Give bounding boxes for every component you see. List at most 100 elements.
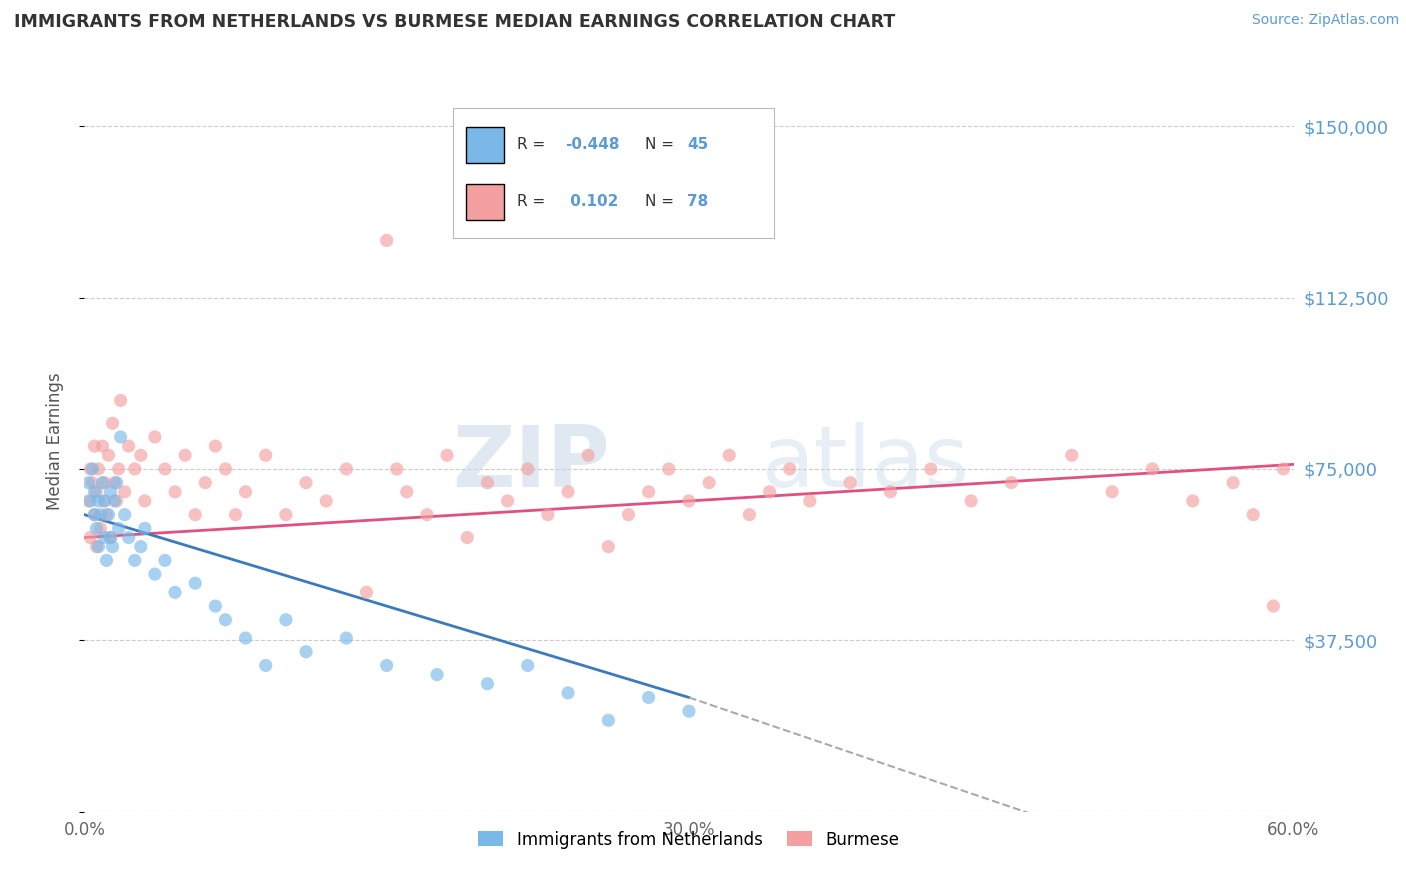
Point [598,540,620,554]
Point [143,567,166,582]
Point [879,484,901,499]
Point [537,508,560,522]
Point [235,631,257,645]
Point [86,521,108,535]
Point [274,508,297,522]
Legend: Immigrants from Netherlands, Burmese: Immigrants from Netherlands, Burmese [471,824,907,855]
Point [134,521,156,535]
Point [77,475,100,490]
Point [1000,475,1022,490]
Point [107,462,129,476]
Point [184,508,207,522]
Point [225,508,247,522]
Point [93,494,115,508]
Point [79,494,101,508]
Point [678,494,700,508]
Point [97,448,120,462]
Point [194,475,217,490]
Point [214,462,236,476]
Point [105,475,128,490]
Point [87,540,110,554]
Point [101,417,124,431]
Point [83,508,105,522]
Point [165,585,187,599]
Point [1272,462,1295,476]
Point [456,531,478,545]
Point [124,553,146,567]
Point [96,508,118,522]
Point [89,521,111,535]
Point [718,448,741,462]
Point [557,686,579,700]
Point [335,631,357,645]
Point [153,462,176,476]
Point [91,475,114,490]
Point [174,448,197,462]
Point [576,448,599,462]
Point [79,462,101,476]
Point [153,553,176,567]
Point [184,576,207,591]
Point [385,462,408,476]
Point [395,484,418,499]
Point [356,585,378,599]
Y-axis label: Median Earnings: Median Earnings [45,373,63,510]
Text: Source: ZipAtlas.com: Source: ZipAtlas.com [1251,13,1399,28]
Point [93,531,115,545]
Point [295,645,318,659]
Point [82,475,104,490]
Point [315,494,337,508]
Point [839,475,862,490]
Point [105,494,128,508]
Point [118,531,141,545]
Point [1241,508,1264,522]
Point [658,462,681,476]
Point [114,484,136,499]
Point [100,531,122,545]
Point [91,439,114,453]
Point [598,714,620,728]
Point [83,508,105,522]
Text: atlas: atlas [762,422,970,505]
Point [1263,599,1285,613]
Point [89,508,111,522]
Point [79,531,101,545]
Point [1142,462,1164,476]
Point [93,475,115,490]
Point [617,508,640,522]
Point [93,494,115,508]
Point [496,494,519,508]
Point [416,508,439,522]
Point [254,658,277,673]
Point [87,462,110,476]
Point [107,521,129,535]
Point [86,540,108,554]
Point [1181,494,1204,508]
Point [129,448,152,462]
Point [516,462,538,476]
Point [254,448,277,462]
Point [110,393,132,408]
Point [516,658,538,673]
Point [83,484,105,499]
Point [204,439,226,453]
Point [426,667,449,681]
Text: IMMIGRANTS FROM NETHERLANDS VS BURMESE MEDIAN EARNINGS CORRELATION CHART: IMMIGRANTS FROM NETHERLANDS VS BURMESE M… [14,13,896,31]
Point [1222,475,1244,490]
Point [436,448,458,462]
Point [118,439,141,453]
Point [960,494,983,508]
Point [295,475,318,490]
Point [104,475,127,490]
Point [758,484,780,499]
Point [557,484,579,499]
Point [235,484,257,499]
Point [143,430,166,444]
Point [110,430,132,444]
Point [77,494,100,508]
Point [100,531,122,545]
Point [114,508,136,522]
Point [779,462,801,476]
Point [637,690,659,705]
Text: ZIP: ZIP [453,422,610,505]
